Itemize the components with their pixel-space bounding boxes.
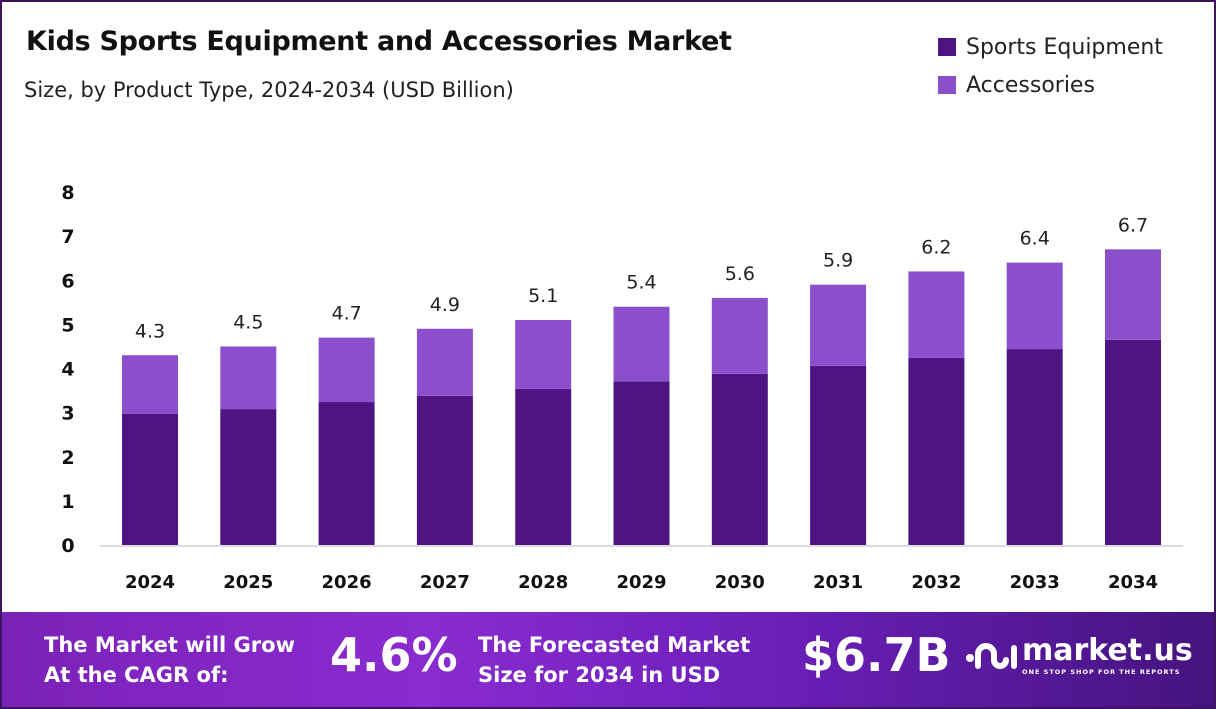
x-tick-label: 2027: [420, 572, 470, 593]
bar-sports-equipment: [122, 413, 178, 545]
legend: Sports Equipment Accessories: [938, 28, 1163, 104]
chart-title: Kids Sports Equipment and Accessories Ma…: [26, 26, 732, 57]
data-label: 6.7: [1118, 214, 1148, 236]
y-tick-label: 3: [61, 403, 74, 425]
bar-accessories: [122, 355, 178, 414]
y-tick-label: 0: [61, 535, 74, 557]
bar-sports-equipment: [810, 365, 867, 545]
x-tick-label: 2030: [715, 572, 765, 593]
bar-chart: 0 1 2 3 4 5 6 7 8 4.3 2024 4.5 2025 4.7 2026 4.9 2027 5.1…: [61, 182, 1183, 593]
x-tick-label: 2031: [813, 572, 863, 593]
y-tick-label: 6: [61, 270, 74, 292]
data-label: 4.9: [430, 294, 460, 316]
x-tick-label: 2034: [1108, 572, 1158, 593]
x-tick-label: 2033: [1010, 572, 1060, 593]
data-label: 6.4: [1020, 228, 1050, 250]
bar-sports-equipment: [1105, 339, 1161, 545]
bar-accessories: [1105, 249, 1161, 340]
bar-sports-equipment: [318, 402, 375, 545]
bar-accessories: [515, 319, 572, 389]
bar-accessories: [318, 337, 375, 403]
bar-sports-equipment: [908, 357, 965, 545]
bar-accessories: [1006, 262, 1063, 350]
data-label: 5.6: [725, 263, 755, 285]
y-tick-label: 8: [61, 182, 74, 204]
bar-sports-equipment: [416, 395, 473, 545]
x-tick-label: 2032: [911, 572, 961, 593]
bar-accessories: [908, 271, 965, 358]
bar-sports-equipment: [711, 373, 768, 545]
cagr-label-line: At the CAGR of:: [44, 663, 229, 687]
x-tick-label: 2024: [125, 572, 175, 593]
bar-accessories: [220, 346, 277, 410]
data-label: 6.2: [921, 236, 951, 258]
forecast-label-line: Size for 2034 in USD: [478, 663, 721, 687]
bar-accessories: [810, 284, 867, 366]
legend-swatch: [938, 76, 956, 94]
data-label: 4.3: [135, 320, 165, 342]
y-tick-label: 1: [61, 491, 74, 513]
bar-accessories: [711, 297, 768, 374]
legend-item-accessories: Accessories: [938, 66, 1163, 104]
cagr-label-line: The Market will Grow: [44, 633, 295, 657]
y-tick-label: 7: [61, 226, 74, 248]
logo-name: market.us: [1022, 633, 1193, 668]
data-label: 5.1: [528, 285, 558, 307]
y-tick-label: 5: [61, 314, 74, 336]
y-tick-label: 4: [61, 359, 74, 381]
bar-sports-equipment: [613, 381, 670, 545]
x-tick-label: 2025: [223, 572, 273, 593]
market-us-logo: market.us ONE STOP SHOP FOR THE REPORTS: [962, 636, 1193, 676]
data-label: 5.4: [626, 272, 656, 294]
cagr-value: 4.6%: [330, 628, 458, 682]
legend-label: Accessories: [966, 72, 1095, 98]
bar-accessories: [416, 328, 473, 396]
y-tick-label: 2: [61, 447, 74, 469]
data-label: 4.7: [331, 303, 361, 325]
bar-sports-equipment: [1006, 349, 1063, 545]
forecast-label: The Forecasted Market Size for 2034 in U…: [478, 630, 750, 690]
logo-icon: [966, 643, 1017, 669]
x-tick-label: 2028: [518, 572, 568, 593]
cagr-label: The Market will Grow At the CAGR of:: [44, 630, 295, 690]
legend-swatch: [938, 38, 956, 56]
forecast-value: $6.7B: [802, 628, 951, 682]
forecast-label-line: The Forecasted Market: [478, 633, 751, 657]
x-tick-label: 2029: [616, 572, 666, 593]
logo-tagline: ONE STOP SHOP FOR THE REPORTS: [1022, 668, 1181, 676]
legend-label: Sports Equipment: [966, 34, 1163, 60]
footer-banner: The Market will Grow At the CAGR of: 4.6…: [2, 612, 1214, 707]
chart-subtitle: Size, by Product Type, 2024-2034 (USD Bi…: [24, 78, 514, 102]
data-label: 5.9: [823, 250, 853, 272]
legend-item-sports-equipment: Sports Equipment: [938, 28, 1163, 66]
bar-accessories: [613, 306, 670, 382]
bar-sports-equipment: [220, 409, 277, 545]
x-tick-label: 2026: [322, 572, 372, 593]
data-label: 4.5: [233, 311, 263, 333]
bar-sports-equipment: [515, 388, 572, 545]
